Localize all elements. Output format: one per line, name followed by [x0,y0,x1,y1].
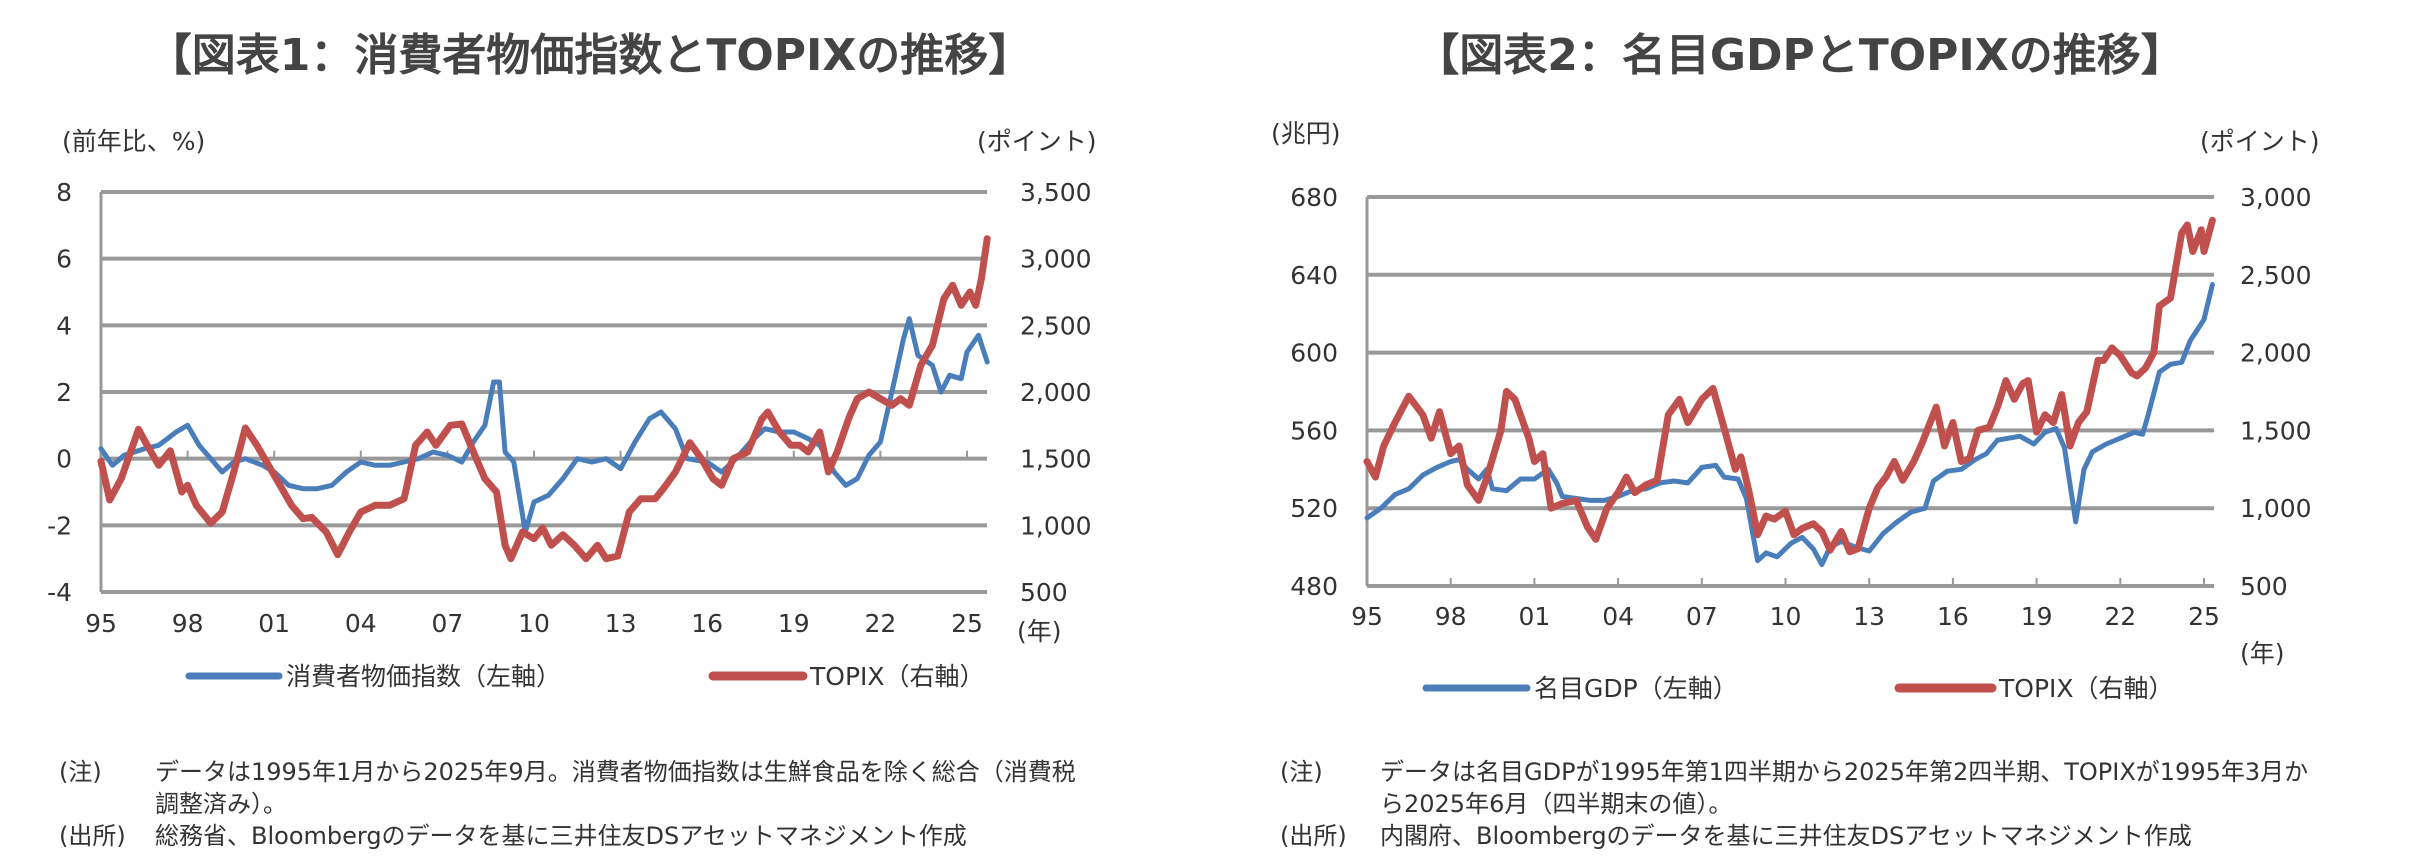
chart2-y-left-tick-label: 520 [1290,494,1338,523]
chart2-x-tick-label: 16 [1937,602,1969,631]
chart2-x-tick-label: 13 [1853,602,1885,631]
source-text: 総務省、Bloombergのデータを基に三井住友DSアセットマネジメント作成 [155,822,967,850]
note-label: (注) [1280,758,1323,786]
chart2-x-tick-label: 04 [1602,602,1634,631]
chart1-x-tick-label: 22 [864,609,896,638]
chart1-x-tick-label: 01 [258,609,290,638]
chart1-y-right-tick-label: 1,500 [1020,445,1092,474]
chart2-y-left-tick-label: 680 [1290,183,1338,212]
chart1-x-tick-label: 10 [518,609,550,638]
chart2-y-left-tick-label: 640 [1290,261,1338,290]
chart1-x-tick-label: 25 [951,609,983,638]
chart1-legend-label-topix: TOPIX（右軸） [809,662,985,691]
chart2-y-left-tick-label: 480 [1290,572,1338,601]
chart2-x-tick-label: 98 [1435,602,1467,631]
chart2-y-right-tick-label: 500 [2240,572,2288,601]
chart1-y-left-tick-label: 4 [56,311,72,340]
chart2-y-right-tick-label: 1,000 [2240,494,2312,523]
chart2-legend-label-gdp: 名目GDP（左軸） [1534,674,1738,703]
source-text: 内閣府、Bloombergのデータを基に三井住友DSアセットマネジメント作成 [1380,822,2192,850]
chart2-y-right-tick-label: 3,000 [2240,183,2312,212]
chart2-right-axis-title: (ポイント) [2200,127,2320,156]
source-label: (出所) [59,822,126,850]
chart2-x-tick-label: 22 [2104,602,2136,631]
chart1-title: 【図表1：消費者物価指数とTOPIXの推移】 [148,30,1033,81]
chart1-x-tick-label: 95 [85,609,117,638]
chart1-y-right-tick-label: 2,000 [1020,378,1092,407]
chart1-x-tick-label: 07 [431,609,463,638]
chart1-x-tick-label: 19 [778,609,810,638]
chart1-y-left-tick-label: 6 [56,245,72,274]
note-line-1: データは名目GDPが1995年第1四半期から2025年第2四半期、TOPIXが1… [1380,758,2309,786]
chart2-title: 【図表2：名目GDPとTOPIXの推移】 [1415,30,2184,81]
chart2-y-right-tick-label: 2,000 [2240,339,2312,368]
chart1-y-left-tick-label: 8 [56,178,72,207]
chart1-y-left-tick-label: 0 [56,445,72,474]
note-label: (注) [59,758,102,786]
chart2-y-right-tick-label: 2,500 [2240,261,2312,290]
chart2-y-left-tick-label: 560 [1290,416,1338,445]
chart2-y-right-tick-label: 1,500 [2240,416,2312,445]
chart1-y-left-tick-label: -4 [47,578,72,607]
chart1-y-right-tick-label: 3,000 [1020,245,1092,274]
chart1-x-tick-label: 13 [605,609,637,638]
note-line-2: 調整済み）。 [155,790,287,818]
chart2-notes: (注) データは名目GDPが1995年第1四半期から2025年第2四半期、TOP… [1280,756,2419,856]
source-label: (出所) [1280,822,1347,850]
chart2-legend-label-topix: TOPIX（右軸） [1998,674,2174,703]
chart2-left-axis-title: (兆円) [1271,119,1341,148]
note-line-2: ら2025年6月（四半期末の値）。 [1380,790,1733,818]
chart1-y-right-tick-label: 2,500 [1020,311,1092,340]
chart1-legend-label-cpi: 消費者物価指数（左軸） [286,662,561,691]
chart1-y-left-tick-label: 2 [56,378,72,407]
chart1-y-right-tick-label: 1,000 [1020,511,1092,540]
chart1-y-left-tick-label: -2 [47,511,72,540]
note-line-1: データは1995年1月から2025年9月。消費者物価指数は生鮮食品を除く総合（消… [155,758,1076,786]
chart1-x-axis-title: (年) [1017,617,1062,646]
chart1-right-axis-title: (ポイント) [977,127,1097,156]
chart2-series-line-gdp [1364,282,2215,568]
chart2-series-line-topix [1363,216,2216,556]
chart2-x-tick-label: 07 [1686,602,1718,631]
chart1-left-axis-title: (前年比、%) [62,127,205,156]
chart2-x-tick-label: 25 [2188,602,2220,631]
chart2-x-tick-label: 10 [1770,602,1802,631]
chart2-x-tick-label: 01 [1518,602,1550,631]
chart2-x-tick-label: 95 [1351,602,1383,631]
chart1-x-tick-label: 16 [691,609,723,638]
chart1-y-right-tick-label: 3,500 [1020,178,1092,207]
chart1-x-tick-label: 04 [345,609,377,638]
chart1-notes: (注) データは1995年1月から2025年9月。消費者物価指数は生鮮食品を除く… [59,756,1209,856]
chart1-x-tick-label: 98 [172,609,204,638]
chart2-x-tick-label: 19 [2021,602,2053,631]
chart1-y-right-tick-label: 500 [1020,578,1068,607]
chart2-x-axis-title: (年) [2240,639,2285,668]
chart2-y-left-tick-label: 600 [1290,339,1338,368]
chart1-series-line-cpi [98,316,990,535]
chart1-series-line-topix [97,235,991,563]
